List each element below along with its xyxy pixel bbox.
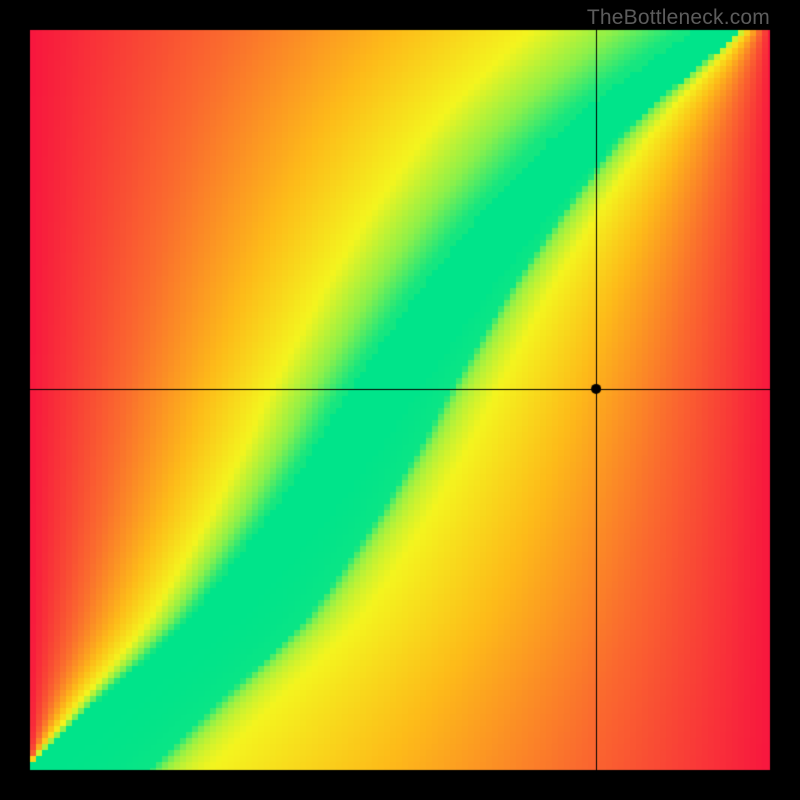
bottleneck-heatmap <box>0 0 800 800</box>
watermark-text: TheBottleneck.com <box>587 6 770 30</box>
chart-container: TheBottleneck.com <box>0 0 800 800</box>
